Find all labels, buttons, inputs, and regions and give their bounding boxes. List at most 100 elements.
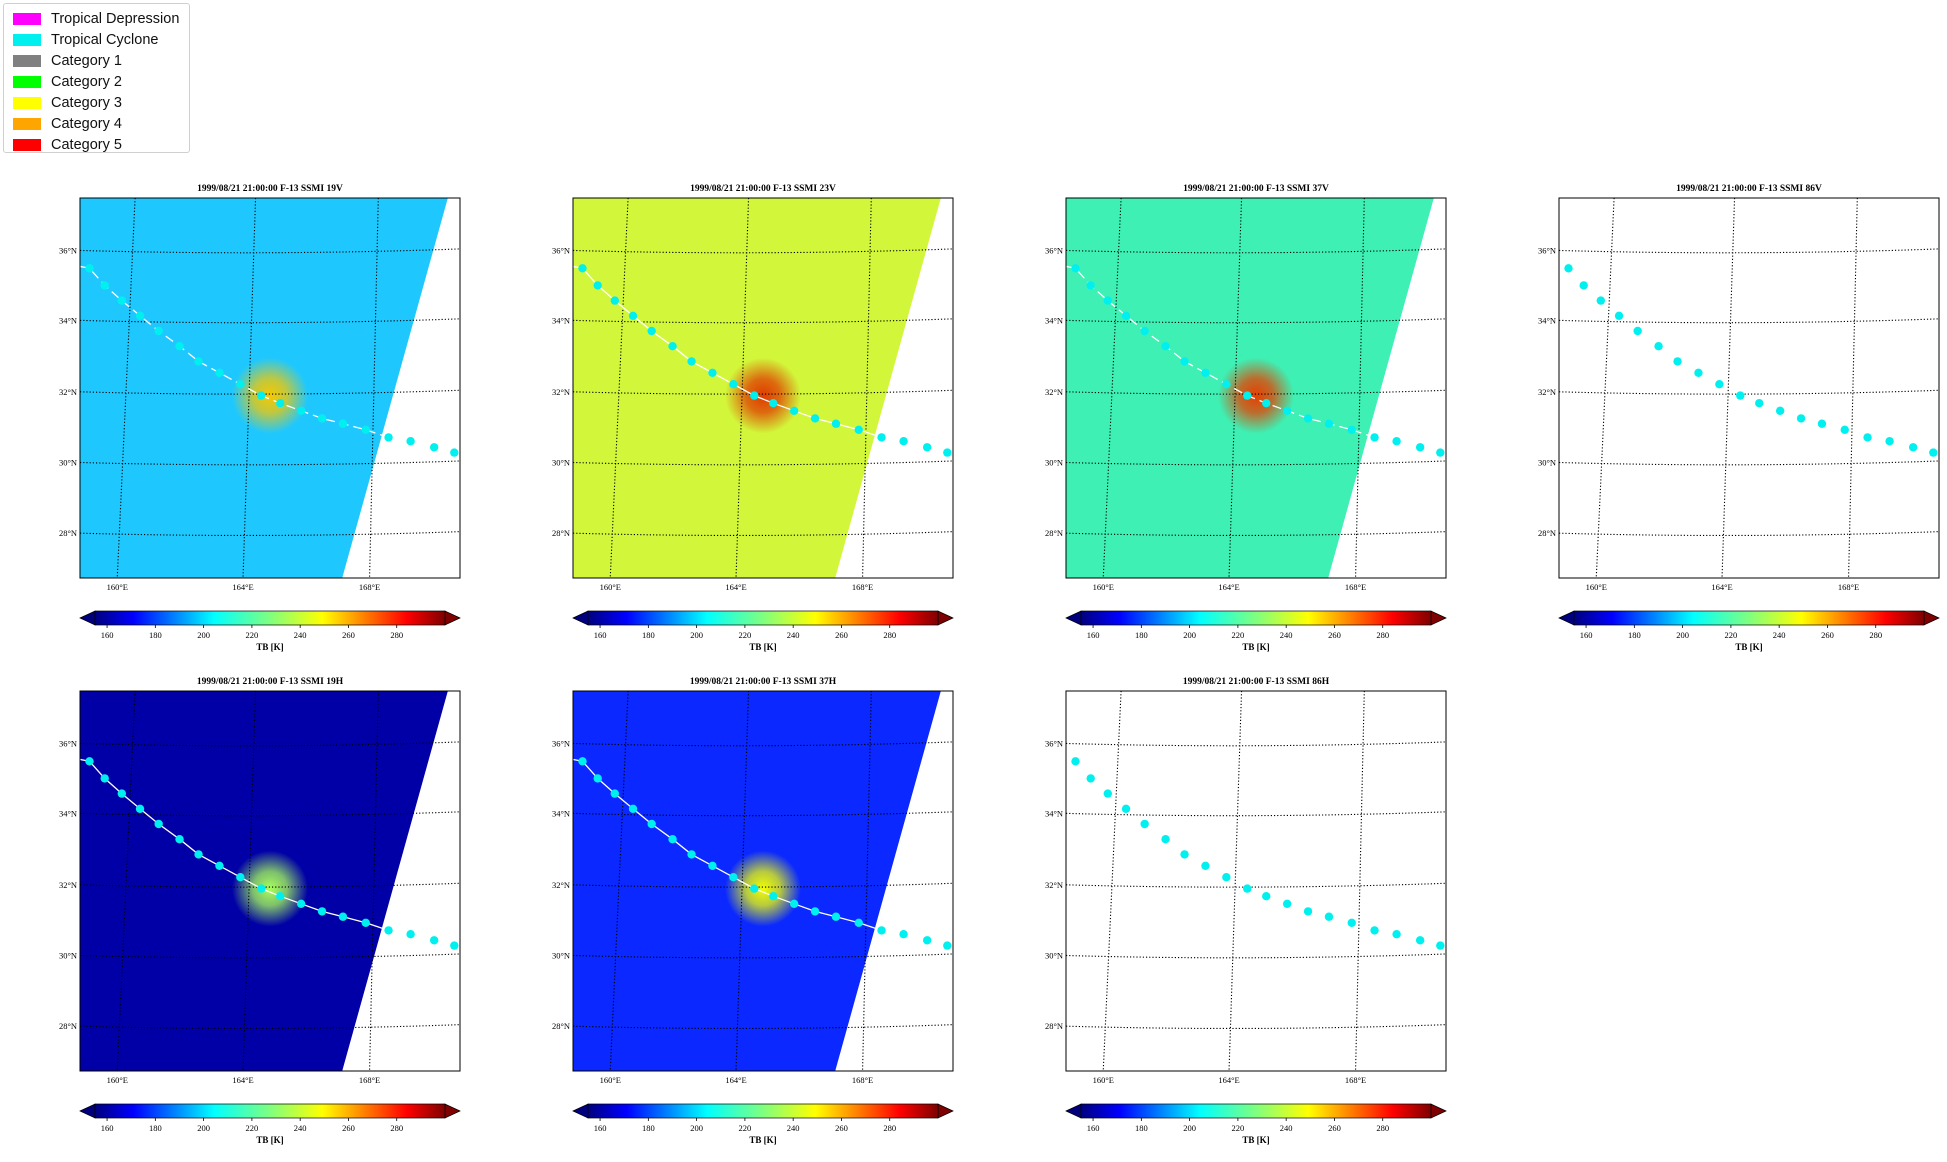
longitude-label: 164°E [725,1075,746,1085]
longitude-label: 160°E [1586,582,1607,592]
colorbar-label: TB [K] [1242,1135,1269,1145]
latitude-label: 32°N [1045,880,1063,890]
latitude-label: 30°N [1045,950,1063,960]
track-point [922,443,932,452]
track-point [1262,399,1271,408]
track-point [1633,326,1642,336]
colorbar-tick-label: 220 [739,630,752,640]
latitude-label: 36°N [59,245,77,255]
track-point [1736,391,1745,400]
longitude-gridline [1228,691,1243,1071]
track-point [1579,281,1588,290]
colorbar-tick-label: 220 [739,1123,752,1133]
colorbar-tick-label: 280 [1376,630,1389,640]
track-point [1071,757,1080,766]
latitude-label: 32°N [552,387,570,397]
latitude-label: 28°N [1538,528,1556,538]
legend-item-tropical-depression[interactable]: Tropical Depression [13,8,189,29]
track-point [1324,912,1334,921]
track-point [1140,819,1149,829]
legend-item-tropical-cyclone[interactable]: Tropical Cyclone [13,29,189,50]
track-point [943,448,952,457]
latitude-label: 32°N [59,880,77,890]
colorbar-max-arrow [937,1103,954,1119]
panel-title: 1999/08/21 21:00:00 F-13 SSMI 37H [690,677,837,687]
track-point [877,926,886,935]
track-point [668,342,677,351]
colorbar-tick-label: 240 [1280,630,1293,640]
track-point [276,399,285,408]
longitude-label: 160°E [1093,1075,1114,1085]
map-border [1065,197,1447,579]
track-point [1415,443,1425,452]
track-point [135,804,145,813]
track-point [899,437,908,446]
colorbar-gradient [94,1103,446,1119]
colorbar-tick-label: 260 [835,1123,848,1133]
legend-item-category-5[interactable]: Category 5 [13,134,189,155]
colorbar: 160 180 200 220 240 260 280 TB [K] [79,610,461,652]
map-panel-7: 1999/08/21 21:00:00 F-13 SSMI 86H 36°N 34°… [1045,677,1447,1145]
track-point [1262,892,1271,901]
track-point [750,884,759,893]
track-point [154,326,163,336]
map-panel-6: 1999/08/21 21:00:00 F-13 SSMI 37H 36°N 34°… [552,677,954,1145]
legend-swatch [13,12,41,25]
colorbar-tick-label: 280 [883,1123,896,1133]
track-point [1694,368,1703,377]
latitude-label: 34°N [552,315,570,325]
track-point [117,789,127,798]
longitude-gridline [116,691,136,1071]
legend-item-category-1[interactable]: Category 1 [13,50,189,71]
track-point [194,357,203,366]
map-border [572,197,954,579]
colorbar-gradient [1573,610,1925,626]
track-point [194,850,203,859]
track-point [100,774,109,783]
longitude-gridline [242,198,257,578]
track-point [175,342,184,351]
colorbar-tick-label: 200 [690,1123,703,1133]
legend-item-category-3[interactable]: Category 3 [13,92,189,113]
legend-item-category-4[interactable]: Category 4 [13,113,189,134]
track-point [854,918,863,927]
track-point [647,819,656,829]
track-point [1103,789,1113,798]
track-point [296,406,306,415]
panel-title: 1999/08/21 21:00:00 F-13 SSMI 37V [1183,184,1329,194]
map-border [79,197,461,579]
longitude-gridline [1228,198,1243,578]
longitude-label: 164°E [232,1075,253,1085]
longitude-label: 160°E [1093,582,1114,592]
longitude-label: 164°E [725,582,746,592]
latitude-label: 34°N [1538,315,1556,325]
storm-eye [232,357,308,434]
storm-eye [725,850,801,927]
latitude-label: 36°N [1045,738,1063,748]
track-point [1564,264,1573,273]
colorbar-max-arrow [937,610,954,626]
track-point [1201,368,1210,377]
colorbar-tick-label: 180 [1628,630,1641,640]
track-point [1817,419,1827,428]
track-point [1347,918,1356,927]
latitude-label: 30°N [552,457,570,467]
track-point [1929,448,1938,457]
colorbar-gradient [587,1103,939,1119]
track-point [406,930,415,939]
legend-item-category-2[interactable]: Category 2 [13,71,189,92]
map-panel-5: 1999/08/21 21:00:00 F-13 SSMI 19H 36°N 34°… [59,677,461,1145]
colorbar-tick-label: 160 [594,1123,607,1133]
storm-eye [725,357,801,434]
track-point [317,907,327,916]
panel-title: 1999/08/21 21:00:00 F-13 SSMI 86V [1676,184,1822,194]
legend-label: Category 3 [51,94,122,111]
track-point [236,873,245,882]
track-point [647,326,656,336]
longitude-gridline [1102,198,1122,578]
track-point [1121,311,1131,320]
legend-label: Category 2 [51,73,122,90]
track-point [854,425,863,434]
latitude-label: 28°N [59,1021,77,1031]
track-point [450,941,459,950]
